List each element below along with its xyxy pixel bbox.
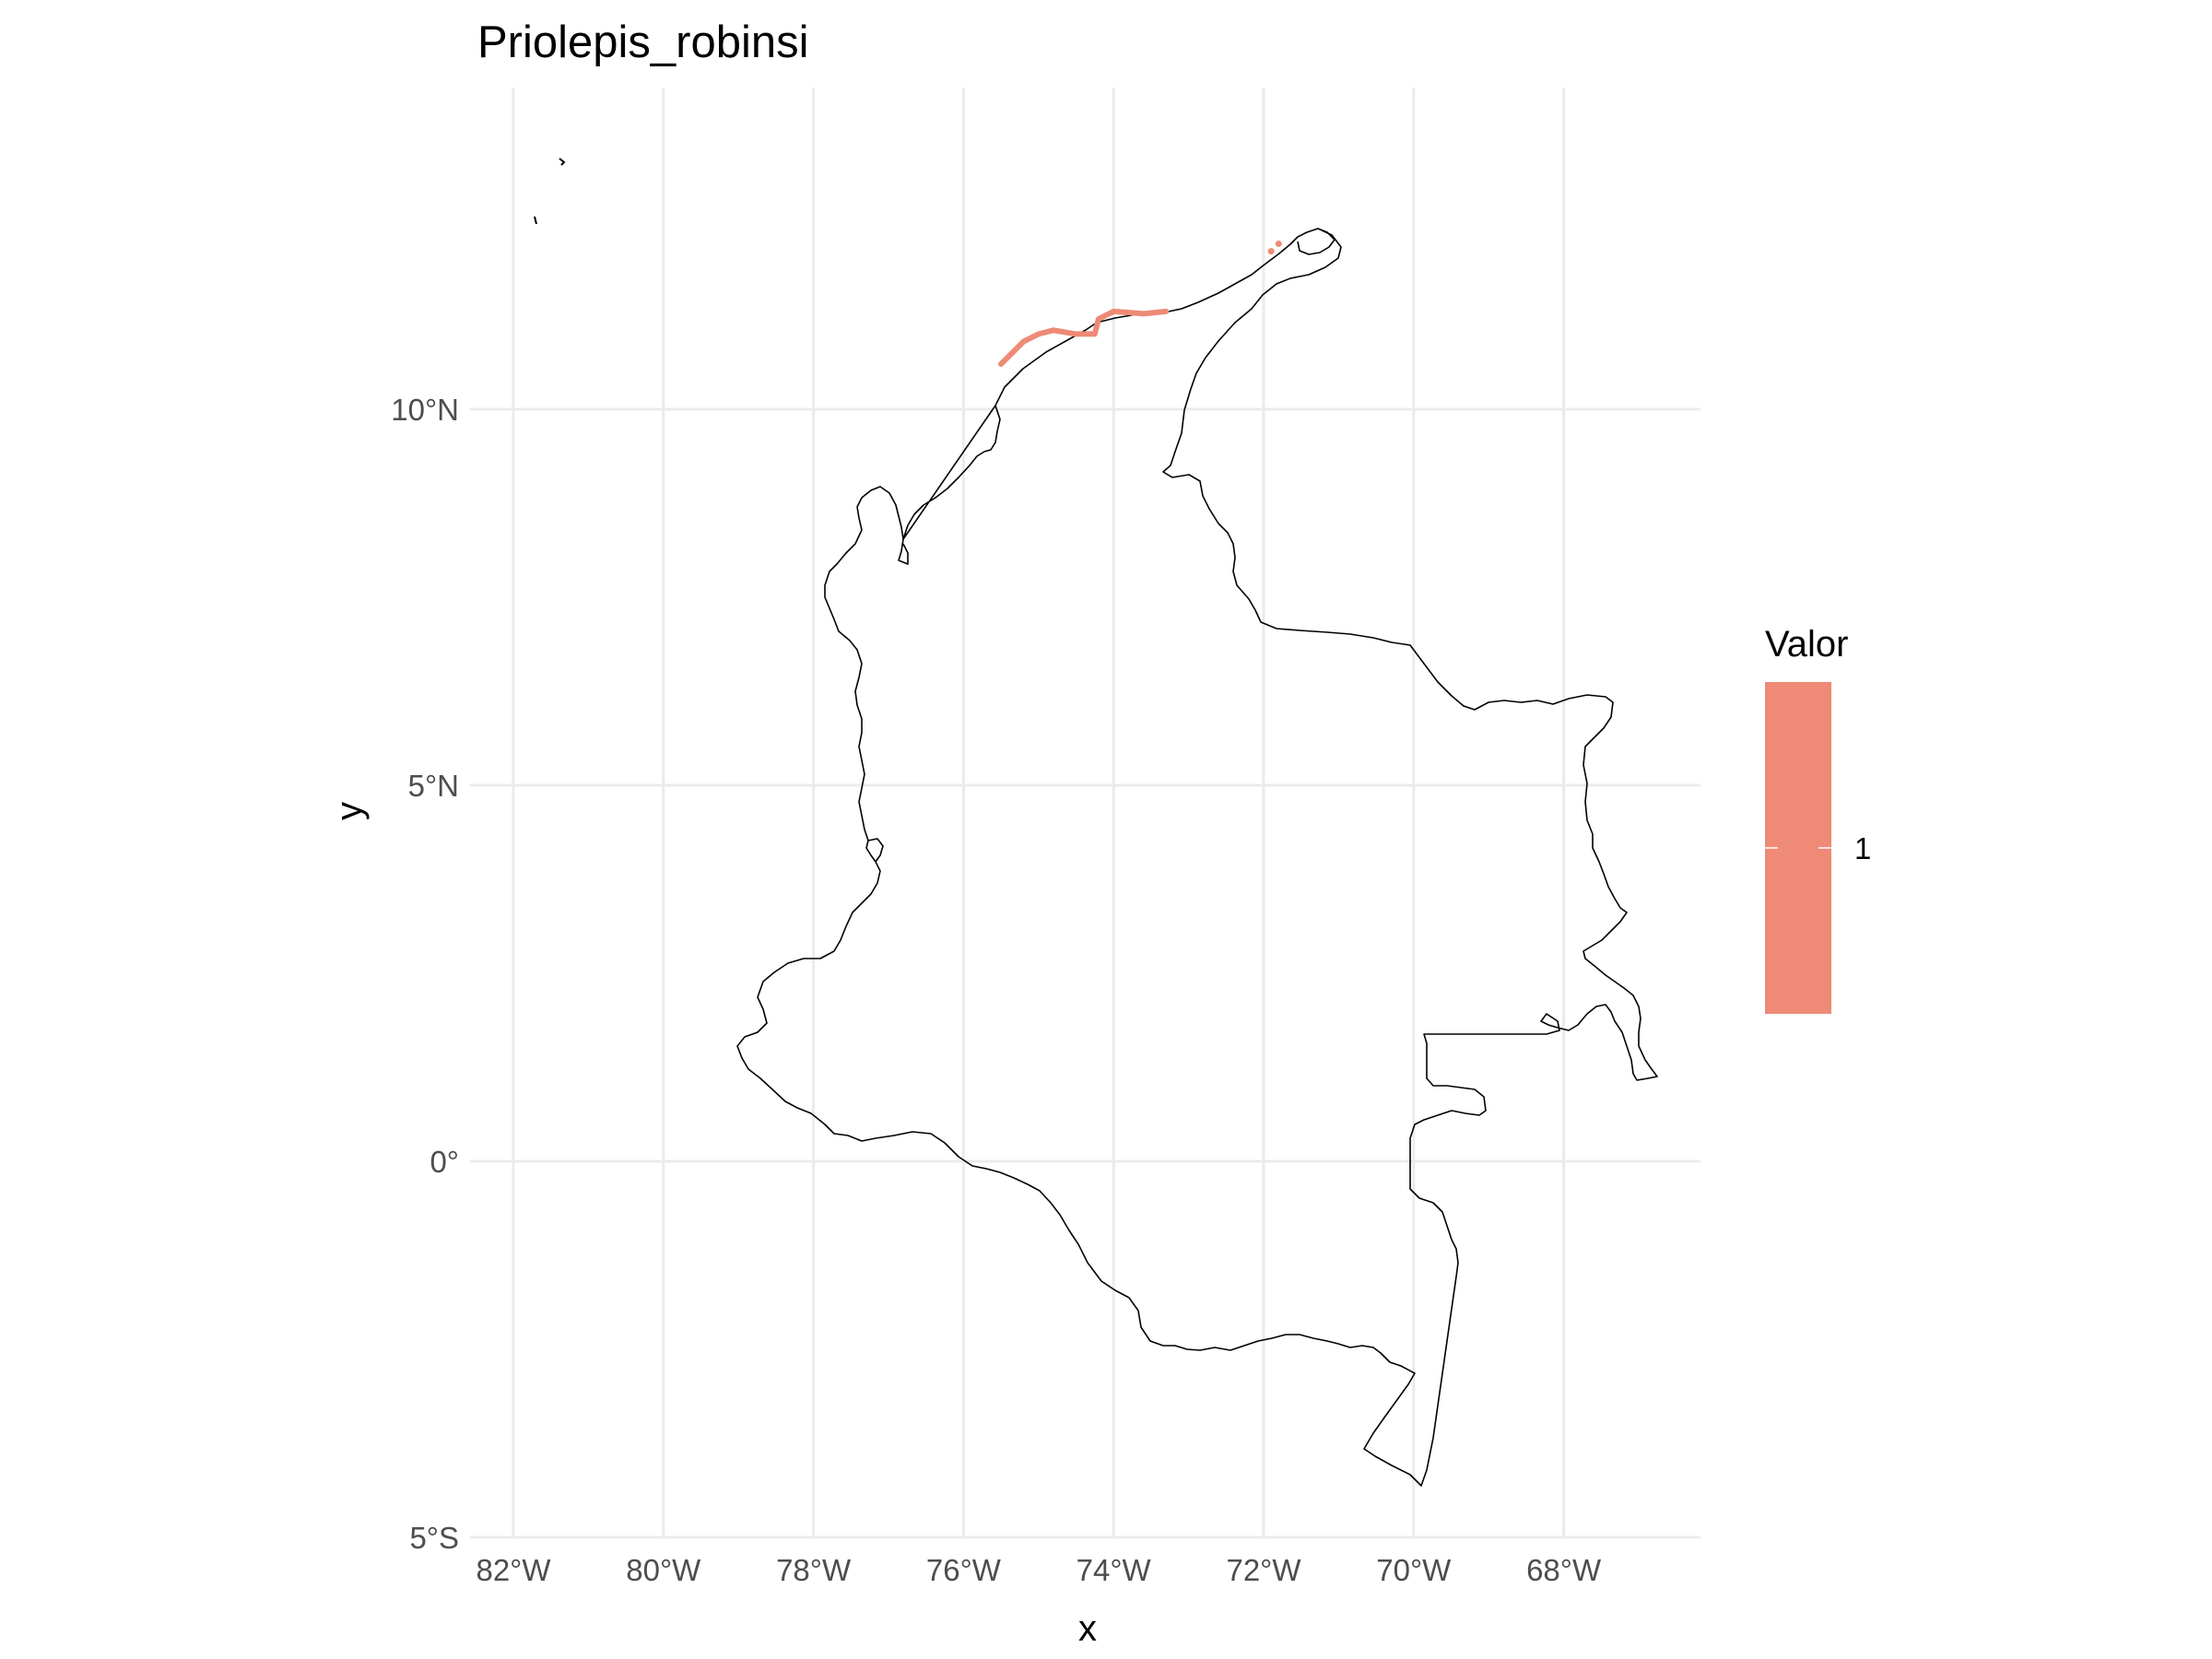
legend: Valor 1 — [1765, 624, 1871, 1014]
presence-layer — [998, 240, 1282, 367]
x-tick-label-2: 78°W — [776, 1553, 852, 1587]
x-tick-label-3: 76°W — [926, 1553, 1002, 1587]
country-outline — [736, 228, 1658, 1487]
presence-cell-0 — [1267, 248, 1275, 255]
x-tick-label-4: 74°W — [1077, 1553, 1152, 1587]
island-providencia — [559, 158, 566, 166]
x-tick-label-0: 82°W — [476, 1553, 551, 1587]
y-tick-label-2: 0° — [429, 1145, 459, 1179]
presence-cells-coast — [998, 308, 1170, 367]
plot-title: Priolepis_robinsi — [477, 18, 809, 67]
x-tick-label-5: 72°W — [1226, 1553, 1301, 1587]
x-tick-label-1: 80°W — [626, 1553, 701, 1587]
x-axis-title: x — [1078, 1608, 1097, 1649]
tick-layer: 82°W 80°W 78°W 76°W 74°W 72°W 70°W 68°W 10°N 5°N 0… — [391, 393, 1602, 1587]
x-tick-label-7: 68°W — [1526, 1553, 1602, 1587]
legend-label: 1 — [1854, 831, 1871, 865]
y-axis-title: y — [329, 802, 370, 820]
y-tick-label-3: 5°S — [409, 1521, 459, 1555]
y-tick-label-0: 10°N — [391, 393, 459, 427]
y-tick-label-1: 5°N — [408, 769, 459, 803]
grid-layer — [470, 88, 1700, 1539]
x-tick-label-6: 70°W — [1376, 1553, 1452, 1587]
legend-title: Valor — [1765, 624, 1848, 665]
presence-cell-1 — [1275, 240, 1282, 247]
island-san-andres — [534, 216, 537, 225]
